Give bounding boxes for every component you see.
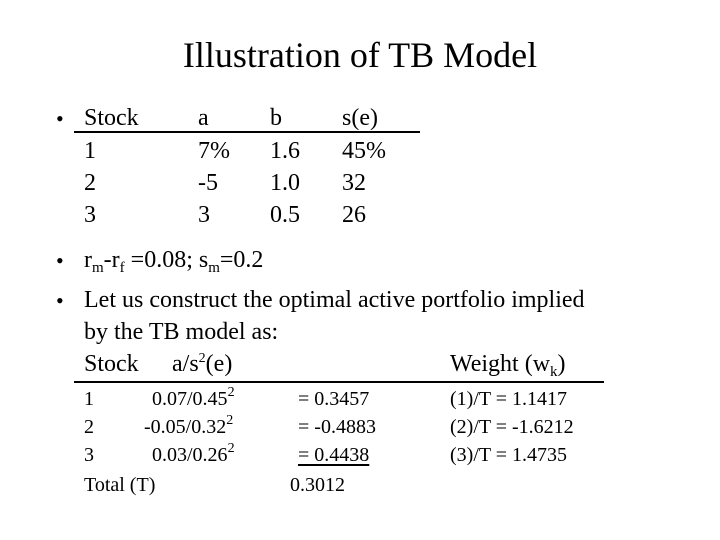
market-params-text: rm-rf =0.08; sm=0.2 bbox=[84, 247, 264, 276]
table2-total-value: 0.3012 bbox=[290, 474, 345, 496]
table2-header-rule bbox=[74, 381, 604, 383]
bullet-3-line-1: Let us construct the optimal active port… bbox=[84, 287, 585, 313]
table1-header-a: a bbox=[198, 105, 209, 131]
table2-row-2-stock: 2 bbox=[84, 416, 94, 438]
table1-cell: -5 bbox=[198, 170, 218, 196]
table2-row-1-ratio: 0.07/0.452 bbox=[152, 385, 235, 411]
bullet-2-marker: • bbox=[56, 248, 64, 273]
table2-row-3-stock: 3 bbox=[84, 444, 94, 466]
table1-cell: 45% bbox=[342, 138, 386, 164]
table2-header-weight: Weight (wk) bbox=[450, 351, 566, 380]
table2-row-2-result: = -0.4883 bbox=[298, 416, 376, 438]
bullet-3-marker: • bbox=[56, 288, 64, 313]
table1-cell: 3 bbox=[198, 202, 210, 228]
table1-cell: 1 bbox=[84, 138, 96, 164]
table1-cell: 26 bbox=[342, 202, 366, 228]
table1-cell: 3 bbox=[84, 202, 96, 228]
table1-cell: 0.5 bbox=[270, 202, 300, 228]
table2-row-2-weight: (2)/T = -1.6212 bbox=[450, 416, 574, 438]
table2-row-1-result: = 0.3457 bbox=[298, 388, 370, 410]
table1-header-stock: Stock bbox=[84, 105, 139, 131]
table2-total-label: Total (T) bbox=[84, 474, 156, 496]
table1-header-rule bbox=[74, 131, 420, 133]
table2-row-3-ratio: 0.03/0.262 bbox=[152, 441, 235, 467]
table1-header-b: b bbox=[270, 105, 282, 131]
slide-title: Illustration of TB Model bbox=[182, 35, 538, 75]
table2-header-ratio: a/s2(e) bbox=[172, 351, 233, 377]
table2-row-3-result: = 0.4438 bbox=[298, 444, 370, 466]
table1-cell: 32 bbox=[342, 170, 366, 196]
table2-row-2-ratio: -0.05/0.322 bbox=[144, 413, 234, 439]
table1-cell: 1.6 bbox=[270, 138, 300, 164]
table1-header-se: s(e) bbox=[342, 105, 378, 131]
bullet-3-line-2: by the TB model as: bbox=[84, 319, 279, 345]
table2-row-1-weight: (1)/T = 1.1417 bbox=[450, 388, 568, 410]
table2-header-stock: Stock bbox=[84, 351, 139, 377]
table2-row-1-stock: 1 bbox=[84, 388, 94, 410]
table2-row-3-weight: (3)/T = 1.4735 bbox=[450, 444, 568, 466]
bullet-1-marker: • bbox=[56, 106, 64, 131]
table1-cell: 2 bbox=[84, 170, 96, 196]
table1-cell: 1.0 bbox=[270, 170, 300, 196]
table1-cell: 7% bbox=[198, 138, 230, 164]
